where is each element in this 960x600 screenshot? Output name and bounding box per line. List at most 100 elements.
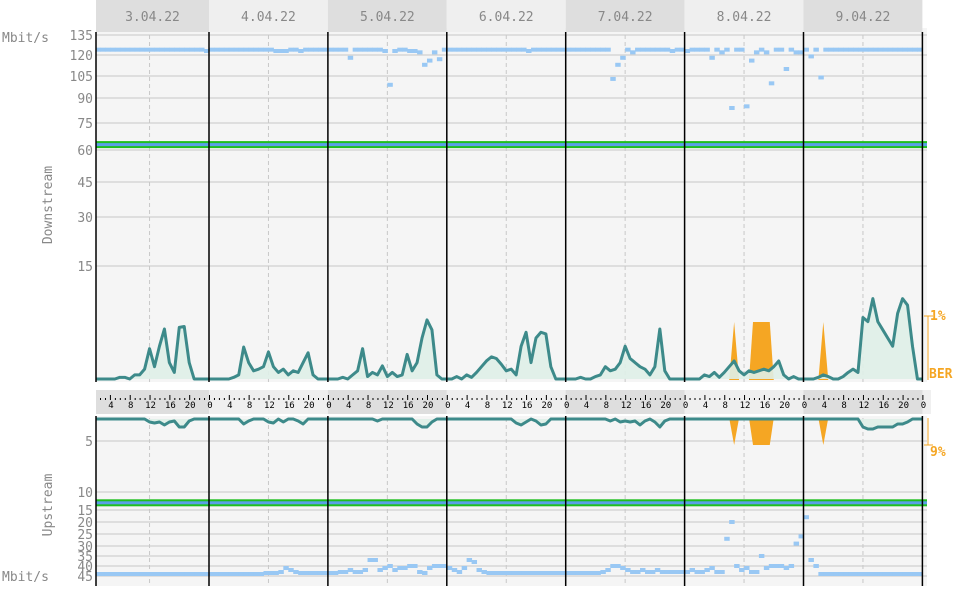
- hour-tick: [238, 398, 240, 400]
- downstream-rate-point: [912, 47, 918, 52]
- downstream-rate-point: [615, 62, 621, 67]
- upstream-rate-point: [273, 571, 279, 575]
- hour-tick: [104, 398, 106, 400]
- downstream-rate-point: [506, 47, 512, 52]
- hour-tick: [709, 398, 711, 400]
- upstream-tick-label: 25: [77, 528, 93, 543]
- hour-tick: [243, 398, 245, 400]
- hour-tick: [684, 395, 686, 400]
- hour-tick: [436, 398, 438, 400]
- downstream-rate-point: [496, 47, 502, 52]
- upstream-rate-point: [268, 571, 274, 575]
- upstream-rate-point: [283, 566, 289, 570]
- upstream-errors-line: [96, 417, 923, 431]
- hour-tick: [288, 395, 290, 400]
- hour-tick-label: 8: [247, 401, 252, 411]
- hour-tick: [392, 398, 394, 400]
- downstream-rate-point: [521, 47, 527, 52]
- hour-tick: [397, 398, 399, 400]
- upstream-rate-point: [783, 566, 790, 570]
- downstream-rate-point: [669, 49, 676, 53]
- downstream-rate-point: [600, 47, 606, 52]
- downstream-rate-point: [144, 47, 151, 52]
- hour-tick: [531, 398, 533, 400]
- upstream-rate-point: [184, 572, 190, 576]
- upstream-rate-point: [288, 568, 294, 572]
- hour-tick: [164, 398, 166, 400]
- hour-tick: [426, 395, 428, 400]
- hour-tick: [194, 398, 196, 400]
- hour-tick: [189, 395, 191, 400]
- hour-tick: [233, 398, 235, 400]
- upstream-rate-point: [625, 568, 631, 572]
- downstream-tick-label: 15: [77, 260, 93, 275]
- upstream-rate-point: [709, 566, 715, 570]
- hour-tick: [793, 398, 795, 400]
- hour-tick: [833, 398, 835, 400]
- upstream-rate-point: [635, 570, 641, 574]
- upstream-rate-point: [833, 572, 839, 576]
- downstream-rate-point: [694, 47, 700, 52]
- hour-strip-day: [446, 390, 566, 414]
- downstream-rate-point: [387, 82, 393, 87]
- downstream-rate-point: [877, 47, 884, 52]
- upstream-ber-spike: [818, 418, 829, 445]
- downstream-rate-point: [298, 49, 304, 53]
- hour-tick: [922, 395, 924, 400]
- downstream-rate-point: [332, 47, 339, 52]
- upstream-rate-point: [580, 571, 587, 575]
- upstream-rate-point: [471, 560, 478, 564]
- hour-strip-day: [803, 390, 923, 414]
- hour-strip-day: [565, 390, 685, 414]
- downstream-rate-point: [704, 47, 710, 52]
- upstream-rate-point: [585, 571, 591, 575]
- downstream-rate-point: [253, 47, 260, 52]
- downstream-rate-point: [436, 57, 443, 62]
- upstream-rate-point: [704, 568, 710, 572]
- hour-tick-label: 8: [841, 401, 846, 411]
- downstream-rate-point: [164, 47, 170, 52]
- downstream-rate-point: [644, 47, 651, 52]
- upstream-rate-point: [174, 572, 180, 576]
- downstream-rate-point: [793, 50, 800, 55]
- upstream-rate-point: [540, 571, 547, 575]
- upstream-rate-point: [694, 570, 700, 574]
- upstream-rate-point: [387, 564, 393, 568]
- upstream-rate-point: [223, 572, 230, 576]
- hour-tick: [431, 398, 433, 400]
- hour-tick-label: 12: [740, 401, 751, 411]
- downstream-errors-line: [96, 297, 923, 381]
- hour-tick: [124, 398, 126, 400]
- upstream-rate-point: [119, 572, 126, 576]
- downstream-rate-point: [139, 47, 146, 52]
- hour-tick-label: 12: [502, 401, 513, 411]
- date-label: 3.04.22: [125, 10, 180, 25]
- hour-tick: [788, 398, 790, 400]
- hour-tick: [867, 398, 869, 400]
- upstream-rate-point: [243, 572, 250, 576]
- hour-tick: [308, 395, 310, 400]
- hour-tick: [649, 398, 651, 400]
- date-header-cell: [327, 0, 447, 32]
- upstream-rate-point: [649, 570, 656, 574]
- hour-tick: [729, 398, 731, 400]
- hour-tick: [615, 398, 617, 400]
- downstream-rate-point: [610, 76, 616, 81]
- upstream-rate-point: [337, 570, 344, 574]
- hour-tick: [580, 398, 582, 400]
- hour-tick: [540, 398, 542, 400]
- downstream-rate-point: [535, 47, 542, 52]
- downstream-rate-point: [248, 47, 255, 52]
- hour-tick: [917, 398, 919, 400]
- downstream-rate-point: [159, 47, 165, 52]
- upstream-rate-point: [689, 568, 696, 572]
- downstream-rate-point: [486, 47, 492, 52]
- downstream-rate-point: [308, 47, 314, 52]
- hour-tick-label: 12: [264, 401, 275, 411]
- hour-tick: [714, 398, 716, 400]
- downstream-rate-point: [570, 47, 577, 52]
- hour-tick-label: 4: [822, 401, 827, 411]
- upstream-rate-point: [417, 570, 423, 574]
- upstream-rate-point: [902, 572, 909, 576]
